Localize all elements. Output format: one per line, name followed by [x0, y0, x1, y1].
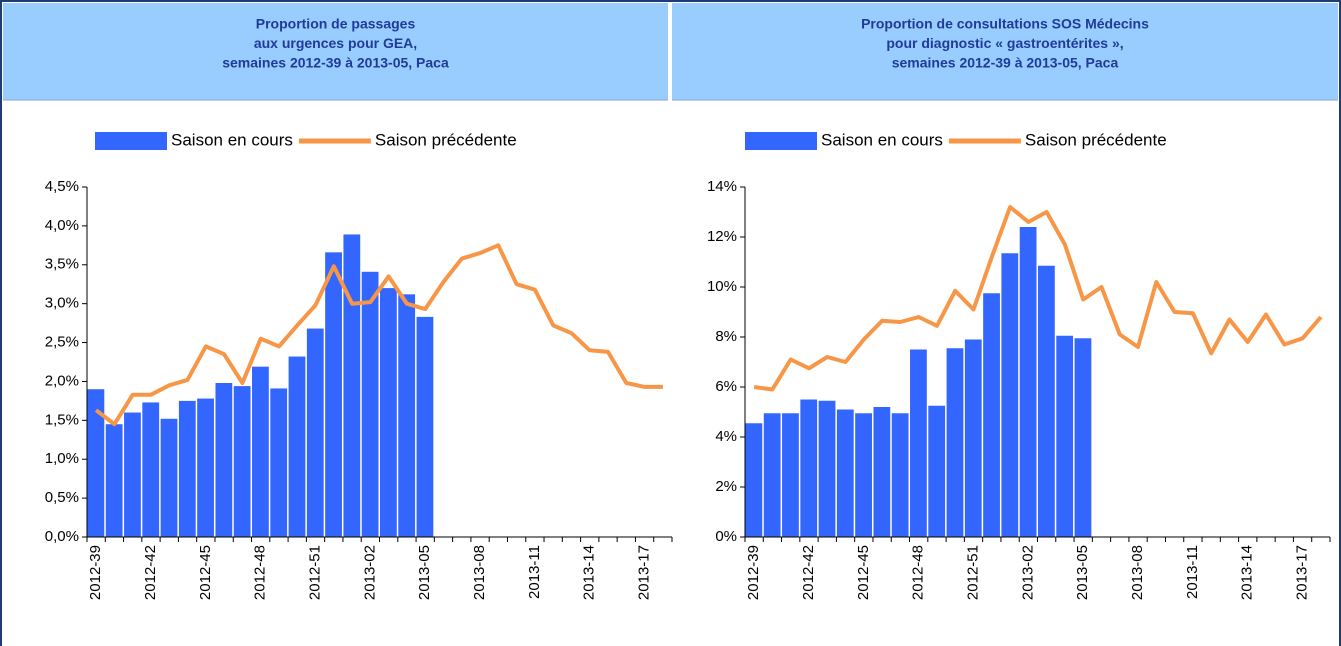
bar	[964, 339, 982, 537]
y-tick-label: 4%	[715, 428, 737, 445]
legend-label: Saison précédente	[1025, 130, 1167, 149]
y-tick-label: 0,0%	[45, 528, 79, 545]
bar	[197, 398, 214, 537]
x-tick-label: 2013-05	[416, 545, 433, 600]
x-tick-label: 2013-11	[1184, 545, 1201, 599]
bar	[288, 356, 306, 537]
y-tick-label: 2,0%	[45, 372, 79, 389]
bar	[178, 400, 196, 537]
bar	[105, 424, 123, 537]
y-tick-label: 2%	[715, 478, 737, 495]
bar	[306, 328, 324, 537]
x-tick-label: 2012-42	[800, 545, 817, 600]
chart-title: aux urgences pour GEA,	[254, 35, 417, 51]
y-tick-label: 1,5%	[45, 411, 79, 428]
y-tick-label: 4,5%	[45, 178, 79, 195]
bar	[1056, 335, 1074, 537]
x-tick-label: 2013-11	[526, 545, 543, 599]
bar	[270, 388, 288, 537]
y-tick-label: 0,5%	[45, 489, 79, 506]
bar	[910, 349, 927, 537]
bar	[800, 399, 818, 537]
bar	[233, 386, 251, 537]
x-tick-label: 2012-39	[87, 545, 104, 600]
bar	[252, 366, 269, 537]
y-tick-label: 2,5%	[45, 334, 79, 351]
bar	[124, 412, 141, 537]
x-tick-label: 2013-08	[1129, 545, 1146, 600]
bar	[1001, 253, 1019, 537]
x-tick-label: 2012-48	[252, 545, 269, 600]
bar	[818, 400, 836, 537]
bar	[745, 423, 763, 537]
bar	[215, 383, 233, 537]
x-tick-label: 2013-14	[581, 545, 598, 600]
chart-title: Proportion de passages	[256, 16, 416, 32]
x-tick-label: 2013-05	[1074, 545, 1091, 600]
x-tick-label: 2013-17	[1294, 545, 1311, 600]
bar	[983, 293, 1000, 537]
title-band	[672, 3, 1338, 100]
bar	[928, 405, 946, 537]
y-tick-label: 12%	[707, 228, 737, 245]
y-tick-label: 0%	[715, 528, 737, 545]
bar	[361, 271, 379, 537]
x-tick-label: 2012-48	[910, 545, 927, 600]
chart-title: semaines 2012-39 à 2013-05, Paca	[892, 55, 1119, 71]
bar	[398, 294, 416, 537]
chart-title: pour diagnostic « gastroentérites »,	[886, 35, 1123, 51]
chart-title: semaines 2012-39 à 2013-05, Paca	[222, 55, 449, 71]
x-tick-label: 2013-08	[471, 545, 488, 600]
x-tick-label: 2013-02	[361, 545, 378, 600]
legend-swatch	[95, 132, 167, 150]
line-series	[753, 205, 1323, 392]
x-tick-label: 2013-02	[1019, 545, 1036, 600]
x-tick-label: 2012-42	[142, 545, 159, 600]
legend-label: Saison en cours	[821, 130, 943, 149]
title-band	[3, 3, 668, 100]
bar	[1019, 227, 1037, 537]
bar	[946, 348, 964, 537]
bar	[416, 316, 434, 537]
bar	[763, 413, 781, 537]
bar	[873, 407, 891, 537]
x-tick-label: 2012-51	[964, 545, 981, 600]
bar	[782, 413, 799, 537]
line-series	[94, 243, 663, 427]
y-tick-label: 1,0%	[45, 450, 79, 467]
bar	[1038, 265, 1055, 537]
x-tick-label: 2012-51	[306, 545, 323, 600]
legend-label: Saison en cours	[171, 130, 293, 149]
bar	[1074, 338, 1092, 537]
bar	[160, 418, 178, 537]
bar	[891, 413, 909, 537]
legend-swatch	[745, 132, 817, 150]
bar	[836, 409, 854, 537]
legend-label: Saison précédente	[375, 130, 517, 149]
bar	[380, 288, 397, 537]
y-tick-label: 14%	[707, 178, 737, 195]
y-tick-label: 4,0%	[45, 217, 79, 234]
bar	[142, 402, 160, 537]
bar	[87, 389, 105, 537]
y-tick-label: 3,0%	[45, 295, 79, 312]
x-tick-label: 2012-45	[855, 545, 872, 600]
x-tick-label: 2013-17	[636, 545, 653, 600]
y-tick-label: 8%	[715, 328, 737, 345]
bar	[343, 234, 361, 537]
y-tick-label: 10%	[707, 278, 737, 295]
bar	[325, 252, 342, 538]
x-tick-label: 2013-14	[1239, 545, 1256, 600]
y-tick-label: 6%	[715, 378, 737, 395]
bar	[855, 413, 872, 537]
x-tick-label: 2012-45	[197, 545, 214, 600]
x-tick-label: 2012-39	[745, 545, 762, 600]
y-tick-label: 3,5%	[45, 256, 79, 273]
chart-title: Proportion de consultations SOS Médecins	[861, 16, 1149, 32]
